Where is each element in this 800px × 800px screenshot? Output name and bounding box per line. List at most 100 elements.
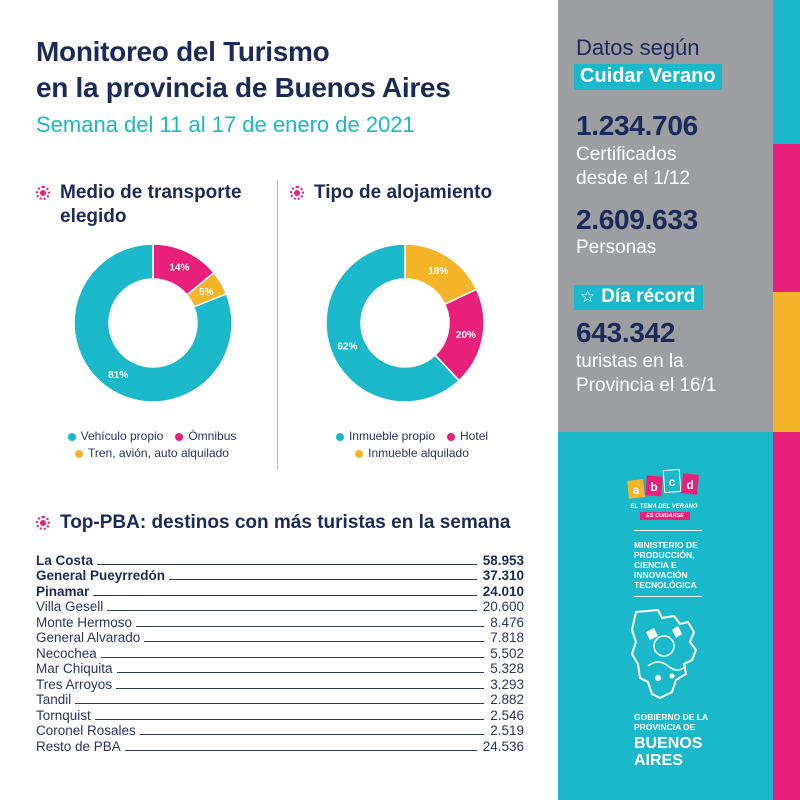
tourist-count: 20.600 [482, 599, 524, 614]
destination-name: Tres Arroyos [36, 676, 113, 692]
leader-line [100, 656, 485, 658]
leader-line [169, 579, 477, 580]
table-row: Necochea 5.502 [36, 645, 524, 661]
tourist-count: 5.502 [490, 645, 524, 661]
certificates-value: 1.234.706 [576, 110, 698, 141]
destination-name: Monte Hermoso [36, 614, 133, 630]
leader-line [136, 625, 485, 627]
side-title: Datos según [576, 35, 700, 60]
section-divider [277, 180, 278, 470]
tourist-count: 7.818 [490, 630, 524, 645]
legend-item-inmueble-alquilado: Inmueble alquilado [355, 445, 469, 462]
transport-donut-chart: 14% 5% 81% [73, 243, 233, 403]
abcd-blocks-icon: a b c d [627, 468, 700, 499]
lodging-donut-chart: 18% 20% 62% [325, 243, 485, 403]
lodging-slice-0 [325, 243, 461, 403]
destinations-table: La Costa 58.953 General Pueyrredón 37.310 Pi… [36, 552, 524, 754]
leader-line [124, 749, 477, 751]
color-stripe-pink-bottom [773, 432, 800, 800]
tourist-count: 2.546 [490, 707, 524, 723]
tourist-count: 3.293 [490, 676, 524, 692]
leader-line [116, 687, 485, 689]
lodging-legend: Inmueble propio Hotel Inmueble alquilado [290, 428, 534, 462]
destination-name: La Costa [36, 552, 94, 568]
leader-line [93, 594, 477, 596]
leader-line [116, 672, 485, 673]
table-row: Pinamar 24.010 [36, 583, 524, 599]
leader-line [97, 563, 477, 565]
ministry-name: MINISTERIO DE PRODUCCIÓN, CIENCIA E INNO… [634, 540, 698, 590]
legend-dot-icon [447, 432, 456, 441]
leader-line [144, 641, 485, 642]
ranking-heading: Top-PBA: destinos con más turistas en la… [36, 511, 536, 535]
table-row: Tornquist 2.546 [36, 707, 524, 723]
legend-item-hotel: Hotel [447, 428, 488, 445]
table-row: Resto de PBA 24.536 [36, 738, 524, 754]
legend-dot-icon [335, 432, 344, 441]
legend-item-omnibus: Ómnibus [175, 428, 236, 445]
pink-bullet-icon [36, 186, 50, 200]
table-row: General Alvarado 7.818 [36, 630, 524, 645]
destination-name: Necochea [36, 645, 97, 661]
leader-line [94, 718, 485, 720]
legend-dot-icon [355, 449, 364, 458]
title-line-1: Monitoreo del Turismo [36, 36, 330, 67]
table-row: Tandil 2.882 [36, 692, 524, 707]
legend-item-tren: Tren, avión, auto alquilado [75, 445, 229, 462]
lodging-label-2: 18% [428, 266, 448, 277]
table-row: General Pueyrredón 37.310 [36, 568, 524, 583]
svg-text:b: b [650, 480, 657, 494]
abcd-campaign-logo: a b c d EL TEMA DEL VERANO ES CUIDARSE [618, 466, 710, 522]
transport-heading: Medio de transporte elegido [36, 181, 266, 229]
pink-bullet-icon [36, 516, 50, 530]
destination-name: Coronel Rosales [36, 723, 136, 738]
table-row: La Costa 58.953 [36, 552, 524, 568]
pink-bullet-icon [290, 186, 304, 200]
lodging-heading: Tipo de alojamiento [290, 181, 540, 205]
transport-label-1: 14% [169, 262, 189, 273]
certificates-caption: Certificados desde el 1/12 [576, 144, 691, 189]
government-logo-text: GOBIERNO DE LA PROVINCIA DE BUENOS AIRES [634, 712, 709, 769]
lodging-label-1: 20% [456, 330, 476, 341]
legend-dot-icon [67, 432, 76, 441]
transport-legend: Vehículo propio Ómnibus Tren, avión, aut… [30, 428, 274, 462]
destination-name: Tornquist [36, 707, 91, 723]
color-stripe-pink [773, 144, 800, 292]
legend-item-vehiculo: Vehículo propio [67, 428, 163, 445]
side-logo-panel [558, 432, 773, 800]
abcd-tagline: EL TEMA DEL VERANO [630, 504, 698, 510]
page-title: Monitoreo del Turismo en la provincia de… [36, 34, 451, 106]
leader-line [139, 734, 485, 735]
tourist-count: 2.882 [490, 692, 524, 707]
svg-text:d: d [686, 478, 693, 492]
persons-value: 2.609.633 [576, 204, 698, 235]
lodging-label-0: 62% [337, 341, 357, 352]
destination-name: Tandil [36, 692, 72, 707]
tourist-count: 8.476 [490, 614, 524, 630]
legend-dot-icon [175, 432, 184, 441]
legend-item-inmueble-propio: Inmueble propio [335, 428, 435, 445]
province-map-icon [630, 608, 698, 700]
table-row: Villa Gesell 20.600 [36, 599, 524, 614]
transport-label-0: 81% [108, 370, 128, 381]
record-caption: turistas en la Provincia el 16/1 [576, 351, 717, 396]
svg-text:a: a [633, 483, 640, 497]
logo-divider [634, 596, 702, 597]
table-row: Coronel Rosales 2.519 [36, 723, 524, 738]
leader-line [75, 703, 485, 704]
tourist-count: 58.953 [482, 552, 524, 568]
record-value: 643.342 [576, 317, 676, 348]
color-stripe-teal [773, 0, 800, 144]
destination-name: General Alvarado [36, 630, 141, 645]
transport-slice-0 [73, 243, 233, 403]
legend-dot-icon [75, 449, 83, 458]
tourist-count: 24.010 [482, 583, 524, 599]
transport-heading-line1: Medio de transporte [60, 182, 242, 203]
tourist-count: 24.536 [482, 738, 524, 754]
svg-text:c: c [669, 475, 676, 489]
destination-name: Villa Gesell [36, 599, 104, 614]
table-row: Tres Arroyos 3.293 [36, 676, 524, 692]
star-icon: ☆ [580, 287, 596, 306]
transport-heading-line2: elegido [60, 206, 127, 227]
title-line-2: en la provincia de Buenos Aires [36, 72, 451, 103]
